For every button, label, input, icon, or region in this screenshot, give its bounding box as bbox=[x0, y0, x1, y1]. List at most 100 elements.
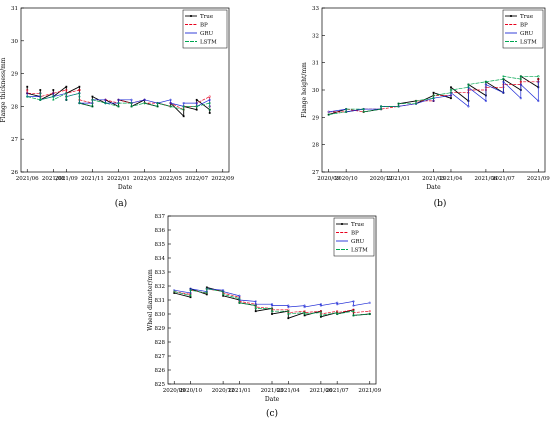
data-point-lstm bbox=[336, 311, 339, 314]
data-point-gru bbox=[254, 303, 257, 306]
legend-label-bp: BP bbox=[520, 23, 528, 29]
data-point-lstm bbox=[130, 105, 133, 108]
data-point-true bbox=[205, 293, 208, 296]
legend-label-bp: BP bbox=[351, 231, 359, 237]
data-point-lstm bbox=[362, 110, 365, 113]
x-tick-label: 2021/03 bbox=[422, 176, 445, 182]
data-point-gru bbox=[270, 304, 274, 307]
legend-label-lstm: LSTM bbox=[520, 40, 537, 46]
data-point-gru bbox=[519, 83, 522, 86]
data-point-true bbox=[26, 92, 29, 95]
x-tick-label: 2020/12 bbox=[370, 176, 393, 182]
data-point-lstm bbox=[397, 102, 400, 105]
data-point-lstm bbox=[254, 307, 257, 310]
data-point-bp bbox=[352, 308, 355, 311]
data-point-lstm bbox=[414, 99, 418, 103]
x-axis-label: Date bbox=[426, 184, 441, 191]
data-point-gru bbox=[319, 303, 322, 306]
data-point-lstm bbox=[91, 105, 94, 108]
data-point-true bbox=[91, 105, 94, 108]
data-point-bp bbox=[303, 310, 306, 313]
data-point-true bbox=[182, 115, 185, 118]
data-point-lstm bbox=[379, 108, 383, 111]
x-tick-label: 2021/09 bbox=[358, 388, 381, 394]
y-tick-label: 29 bbox=[11, 72, 18, 78]
y-tick-label: 828 bbox=[155, 340, 166, 346]
data-point-true bbox=[208, 112, 211, 114]
data-point-lstm bbox=[467, 86, 470, 89]
data-point-lstm bbox=[303, 312, 306, 316]
data-point-true bbox=[39, 89, 42, 91]
data-point-bp bbox=[287, 308, 290, 311]
x-tick-label: 2021/09 bbox=[527, 176, 550, 182]
data-point-lstm bbox=[319, 314, 322, 317]
data-point-lstm bbox=[78, 92, 81, 95]
data-point-true bbox=[78, 85, 81, 88]
x-tick-label: 2021/07 bbox=[326, 388, 349, 394]
x-tick-label: 2020/10 bbox=[179, 388, 202, 394]
data-point-bp bbox=[368, 310, 371, 313]
x-tick-label: 2021/11 bbox=[81, 176, 104, 182]
data-point-bp bbox=[519, 80, 522, 83]
data-point-bp bbox=[537, 77, 540, 81]
data-point-bp bbox=[208, 95, 211, 98]
data-point-lstm bbox=[78, 102, 81, 105]
panel-label: (a) bbox=[115, 198, 127, 209]
data-point-lstm bbox=[537, 75, 540, 78]
data-point-bp bbox=[78, 88, 81, 92]
data-point-gru bbox=[352, 300, 355, 303]
x-tick-label: 2021/01 bbox=[228, 388, 251, 394]
data-point-lstm bbox=[449, 88, 453, 92]
data-point-gru bbox=[368, 301, 371, 304]
data-point-true bbox=[65, 85, 68, 88]
data-point-lstm bbox=[432, 94, 435, 97]
data-point-gru bbox=[336, 303, 339, 306]
y-tick-label: 28 bbox=[11, 104, 18, 110]
series-line-lstm bbox=[174, 288, 370, 316]
x-tick-label: 2022/01 bbox=[107, 176, 130, 182]
data-point-lstm bbox=[208, 108, 211, 111]
y-tick-label: 31 bbox=[312, 61, 319, 67]
data-point-lstm bbox=[352, 314, 355, 317]
x-tick-label: 2021/08 bbox=[42, 176, 65, 182]
data-point-gru bbox=[537, 80, 540, 83]
y-tick-label: 832 bbox=[155, 284, 166, 290]
y-axis-label: Wheel diameter/mm bbox=[147, 269, 154, 331]
data-point-lstm bbox=[238, 297, 241, 300]
data-point-gru bbox=[222, 289, 225, 292]
data-point-gru bbox=[143, 98, 146, 101]
data-point-gru bbox=[189, 287, 192, 290]
data-point-lstm bbox=[519, 77, 522, 81]
data-point-true bbox=[327, 113, 330, 116]
data-point-lstm bbox=[52, 98, 55, 101]
x-tick-label: 2020/10 bbox=[335, 176, 358, 182]
data-point-lstm bbox=[182, 105, 185, 108]
data-point-gru bbox=[254, 300, 257, 303]
x-tick-label: 2021/06 bbox=[16, 176, 39, 182]
data-point-true bbox=[205, 286, 208, 289]
y-tick-label: 30 bbox=[11, 39, 18, 45]
data-point-lstm bbox=[270, 307, 274, 310]
data-point-gru bbox=[287, 304, 290, 307]
data-point-lstm bbox=[65, 92, 68, 95]
data-point-lstm bbox=[205, 291, 208, 295]
data-point-gru bbox=[484, 99, 488, 103]
data-point-gru bbox=[537, 99, 540, 103]
data-point-gru bbox=[173, 289, 176, 292]
y-tick-label: 831 bbox=[155, 298, 166, 304]
data-point-lstm bbox=[91, 98, 94, 101]
y-tick-label: 29 bbox=[312, 115, 319, 121]
data-point-lstm bbox=[143, 102, 146, 105]
data-point-lstm bbox=[368, 312, 371, 316]
data-point-gru bbox=[238, 294, 241, 297]
data-point-lstm bbox=[156, 105, 159, 108]
data-point-gru bbox=[182, 102, 185, 105]
series-line-lstm bbox=[328, 75, 539, 115]
legend-label-lstm: LSTM bbox=[200, 40, 217, 46]
x-tick-label: 2022/09 bbox=[211, 176, 234, 182]
x-tick-label: 2022/07 bbox=[185, 176, 208, 182]
